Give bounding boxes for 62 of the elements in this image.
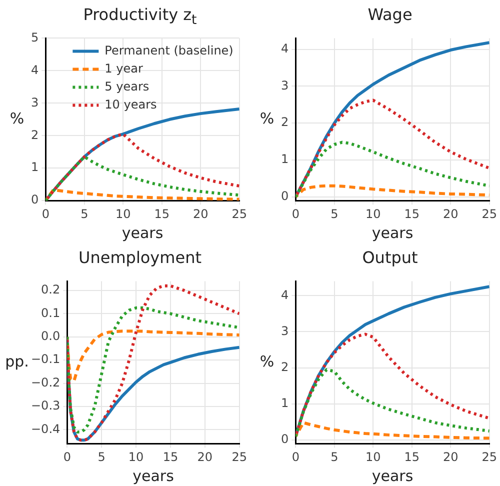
y-tick-label: 2 [280, 360, 289, 374]
x-tick-label: 10 [365, 206, 381, 221]
y-tick-label: 0.2 [41, 282, 60, 297]
x-axis-title: years [122, 224, 164, 242]
x-tick-label: 20 [442, 450, 458, 464]
y-tick-label: −0.1 [31, 352, 60, 366]
y-tick-label: 0 [280, 189, 289, 204]
x-tick-label: 5 [330, 206, 338, 221]
y-axis-title: % [10, 109, 24, 128]
x-tick-label: 15 [404, 450, 420, 464]
y-tick-label: 5 [30, 30, 39, 44]
y-tick-label: 4 [280, 288, 289, 302]
chart-title: Output [361, 247, 419, 269]
legend-label: 10 years [104, 97, 157, 112]
y-tick-label: 1 [280, 396, 289, 410]
x-tick-label: 10 [128, 450, 144, 464]
y-axis-title: % [260, 352, 274, 370]
y-tick-label: 0.0 [41, 329, 60, 344]
x-axis-title: years [132, 466, 174, 485]
x-tick-label: 15 [404, 206, 420, 221]
x-tick-label: 15 [162, 450, 178, 464]
y-tick-label: 1 [30, 160, 39, 174]
legend-label: 1 year [104, 61, 143, 76]
x-tick-label: 20 [192, 206, 208, 221]
x-tick-label: 0 [292, 206, 300, 221]
x-tick-label: 20 [442, 206, 458, 221]
legend-label: Permanent (baseline) [104, 43, 234, 58]
y-tick-label: −0.3 [31, 398, 60, 413]
chart-title: Productivity z$_{t}$ [82, 4, 198, 28]
x-tick-label: 10 [365, 450, 381, 464]
y-tick-label: 0.1 [41, 306, 60, 320]
y-tick-label: 3 [30, 95, 39, 110]
chart-title: Wage [366, 4, 414, 26]
y-tick-label: 2 [30, 128, 39, 142]
x-tick-label: 25 [482, 206, 498, 221]
y-axis-title: pp. [5, 352, 29, 370]
y-axis-title: % [260, 109, 274, 128]
chart-title: Unemployment [78, 247, 202, 269]
x-tick-label: 15 [154, 206, 170, 221]
x-tick-label: 25 [482, 450, 498, 464]
x-axis-title: years [372, 224, 414, 242]
y-tick-label: 3 [280, 324, 289, 338]
x-tick-label: 25 [232, 450, 248, 464]
y-tick-label: 1 [280, 152, 289, 166]
x-tick-label: 25 [232, 206, 248, 221]
y-tick-label: 0 [280, 432, 289, 446]
y-tick-label: 4 [30, 62, 39, 77]
y-tick-label: −0.4 [31, 422, 60, 436]
legend-label: 5 years [104, 79, 150, 94]
y-tick-label: 0 [30, 192, 39, 207]
y-tick-label: 2 [280, 115, 289, 130]
x-tick-label: 0 [292, 450, 300, 464]
x-tick-label: 10 [115, 206, 131, 221]
x-tick-label: 5 [330, 450, 338, 464]
x-tick-label: 20 [197, 450, 213, 464]
y-tick-label: 3 [280, 78, 289, 92]
x-tick-label: 5 [80, 206, 88, 221]
x-tick-label: 5 [98, 450, 106, 464]
y-tick-label: −0.2 [31, 375, 60, 390]
x-axis-title: years [372, 466, 414, 485]
x-tick-label: 0 [63, 450, 71, 464]
y-tick-label: 4 [280, 41, 289, 56]
